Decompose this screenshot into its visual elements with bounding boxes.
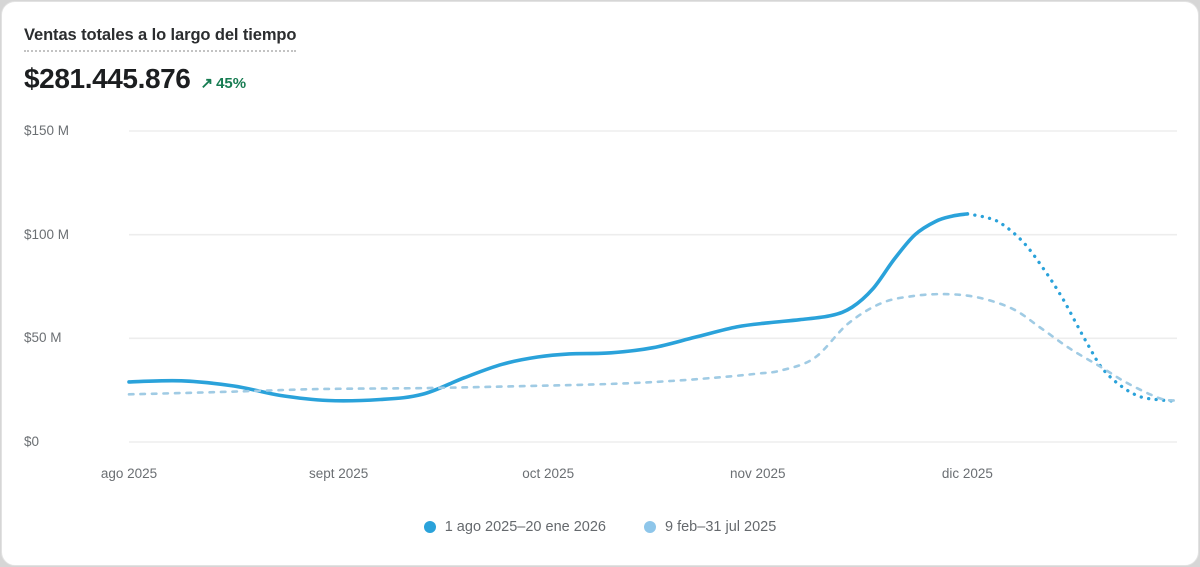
legend-item: 1 ago 2025–20 ene 2026 — [423, 519, 606, 535]
legend-series-label: 1 ago 2025–20 ene 2026 — [444, 519, 606, 535]
chart-legend: 1 ago 2025–20 ene 2026 9 feb–31 jul 2025 — [2, 519, 1198, 535]
legend-item: 9 feb–31 jul 2025 — [644, 519, 776, 535]
card-header: Ventas totales a lo largo del tiempo $28… — [24, 26, 296, 95]
x-axis-tick-label: oct 2025 — [522, 466, 575, 481]
x-axis-tick-label: ago 2025 — [100, 466, 158, 481]
chart-title[interactable]: Ventas totales a lo largo del tiempo — [24, 26, 296, 52]
y-axis-tick-label: $100 M — [24, 226, 70, 242]
series-line-dashed[interactable] — [127, 292, 1179, 402]
x-axis-tick-label: nov 2025 — [730, 466, 786, 481]
y-axis-tick-label: $50 M — [24, 330, 62, 346]
legend-series-dot-icon — [423, 521, 436, 533]
total-sales-value: $281.445.876 — [24, 63, 191, 94]
trend-percentage: 45% — [216, 75, 247, 92]
x-axis-tick-label: sept 2025 — [308, 466, 369, 481]
y-axis-tick-label: $150 M — [24, 123, 70, 138]
metric-value-row: $281.445.876 ↗ 45% — [24, 63, 296, 95]
y-axis-tick-label: $0 — [24, 434, 40, 449]
chart-title-text: Ventas totales a lo largo del tiempo — [24, 26, 296, 52]
series-line-dotted[interactable] — [965, 212, 1179, 403]
legend-series-label: 9 feb–31 jul 2025 — [665, 519, 777, 535]
legend-series-dot-icon — [644, 521, 656, 533]
x-axis-tick-label: dic 2025 — [941, 466, 993, 481]
trend-up-arrow-icon: ↗ — [200, 75, 214, 92]
trend-badge: ↗ 45% — [200, 74, 246, 92]
series-line-solid[interactable] — [127, 212, 970, 403]
